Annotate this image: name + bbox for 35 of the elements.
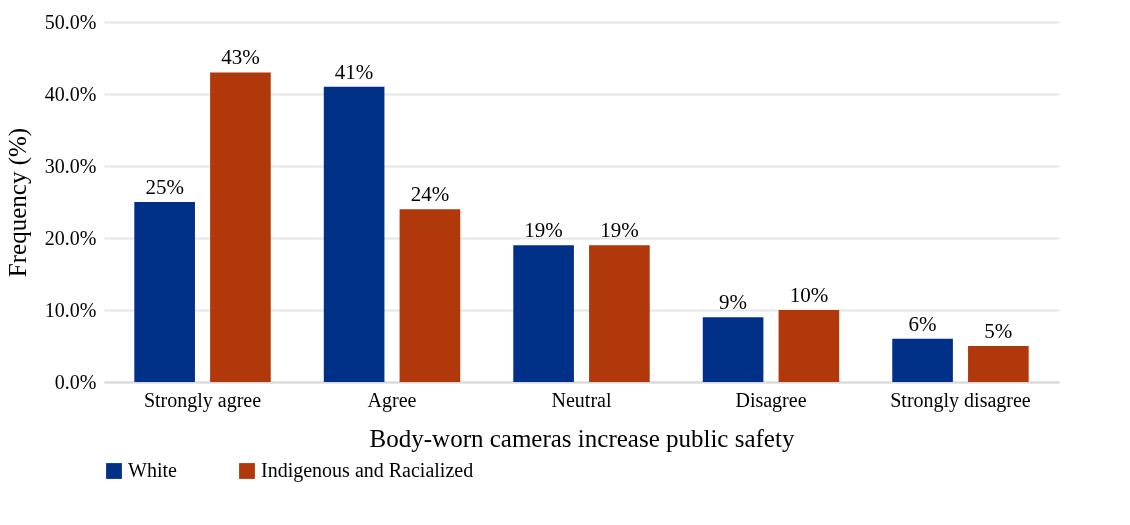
bar [399, 209, 461, 382]
x-tick-label: Strongly disagree [890, 388, 1031, 412]
bar [513, 245, 574, 382]
data-label: 6% [908, 311, 937, 336]
bar [968, 346, 1029, 382]
legend-label: Indigenous and Racialized [261, 459, 474, 482]
x-tick-label: Neutral [551, 388, 612, 411]
bar [702, 317, 764, 382]
bar [210, 72, 271, 382]
data-label: 19% [600, 218, 639, 243]
bar [778, 310, 840, 382]
x-tick-label: Agree [367, 388, 417, 412]
data-label: 9% [719, 290, 748, 315]
data-label: 41% [334, 59, 374, 84]
data-label: 43% [221, 45, 260, 70]
x-tick-label: Disagree [735, 388, 807, 412]
y-tick-label: 10.0% [44, 298, 97, 321]
bar [589, 245, 650, 382]
y-tick-label: 40.0% [44, 82, 97, 105]
y-tick-label: 30.0% [44, 154, 97, 177]
data-label: 24% [410, 182, 450, 207]
data-label: 25% [145, 175, 184, 199]
data-label: 10% [789, 283, 829, 307]
bar [134, 202, 195, 382]
y-tick-label: 0.0% [54, 370, 97, 393]
x-axis-title: Body-worn cameras increase public safety [369, 424, 795, 452]
x-tick-label: Strongly agree [143, 388, 262, 412]
bar [323, 86, 385, 382]
y-tick-label: 20.0% [44, 226, 97, 249]
bar [892, 338, 953, 382]
data-label: 19% [524, 218, 563, 243]
legend-label: White [128, 459, 177, 481]
y-axis-title: Frequency (%) [3, 127, 32, 278]
data-label: 5% [984, 319, 1013, 343]
y-tick-label: 50.0% [44, 10, 97, 33]
